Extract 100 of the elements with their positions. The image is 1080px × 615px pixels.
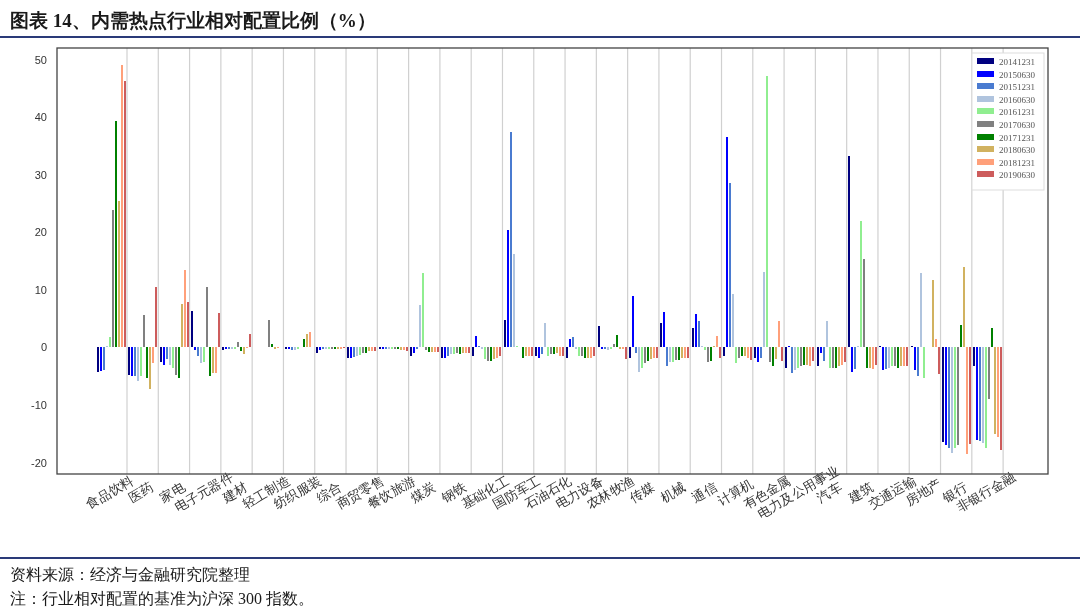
- bar: [817, 347, 819, 367]
- bar: [237, 342, 239, 348]
- bar: [513, 254, 515, 348]
- bar: [985, 347, 987, 449]
- bar: [723, 347, 725, 356]
- bar: [166, 347, 168, 359]
- bar: [969, 347, 971, 445]
- bar: [848, 156, 850, 348]
- bar: [140, 347, 142, 377]
- bar: [660, 322, 662, 348]
- bar: [303, 338, 305, 348]
- bar: [757, 347, 759, 362]
- bar: [641, 347, 643, 368]
- bar: [726, 137, 728, 348]
- bar: [109, 336, 111, 348]
- bar: [935, 339, 937, 348]
- bar: [863, 258, 865, 348]
- bar: [960, 325, 962, 348]
- bar: [729, 183, 731, 348]
- bar: [988, 347, 990, 399]
- bar: [149, 347, 151, 389]
- bar: [625, 347, 627, 359]
- legend-label: 20170630: [999, 120, 1036, 130]
- bar: [785, 347, 787, 368]
- bar: [875, 347, 877, 365]
- y-tick-label: -10: [31, 398, 47, 411]
- bar: [635, 347, 637, 354]
- bar: [137, 347, 139, 381]
- bar: [181, 303, 183, 348]
- bar: [778, 321, 780, 348]
- bar: [472, 347, 474, 356]
- bar: [118, 200, 120, 348]
- y-tick-label: 30: [34, 168, 47, 181]
- legend-label: 20151231: [999, 82, 1035, 93]
- bar: [422, 273, 424, 348]
- bar: [772, 347, 774, 367]
- bar: [666, 347, 668, 366]
- bar: [914, 347, 916, 371]
- bar: [812, 347, 814, 361]
- legend-label: 20180630: [999, 145, 1036, 156]
- legend-label: 20181231: [999, 157, 1035, 168]
- text: 资料来源：经济与金融研究院整理: [10, 566, 250, 583]
- bar: [507, 229, 509, 348]
- bar: [112, 210, 114, 348]
- bar: [115, 120, 117, 348]
- bar: [763, 271, 765, 348]
- bar: [698, 321, 700, 348]
- bar: [826, 321, 828, 348]
- bar: [197, 347, 199, 356]
- bar: [766, 75, 768, 348]
- bar: [973, 347, 975, 367]
- bar: [629, 347, 631, 358]
- y-tick-label: 10: [34, 283, 47, 296]
- bar: [187, 301, 189, 348]
- legend-label: 20171231: [999, 132, 1035, 143]
- legend-label: 20160630: [999, 94, 1036, 105]
- bar: [775, 347, 777, 359]
- bar: [951, 347, 953, 453]
- bar: [663, 311, 665, 348]
- bar: [194, 347, 196, 351]
- y-tick-label: 0: [40, 341, 47, 354]
- bar: [923, 347, 925, 378]
- y-tick-label: 50: [34, 53, 47, 66]
- bar: [475, 335, 477, 348]
- text: 注：行业相对配置的基准为沪深 300 指数。: [10, 590, 314, 607]
- bar: [920, 272, 922, 348]
- y-tick-label: 20: [34, 226, 47, 239]
- bar: [152, 347, 154, 363]
- bar: [966, 347, 968, 455]
- bar: [716, 335, 718, 348]
- bar: [1000, 347, 1002, 451]
- bar: [206, 286, 208, 348]
- bar: [638, 347, 640, 372]
- legend-label: 20150630: [999, 69, 1036, 80]
- bar: [692, 327, 694, 348]
- bar: [632, 295, 634, 348]
- bar: [598, 326, 600, 348]
- bar: [760, 347, 762, 358]
- bar: [191, 311, 193, 348]
- legend-label: 20161231: [999, 107, 1035, 118]
- bar: [143, 315, 145, 348]
- bar: [155, 286, 157, 348]
- bar: [781, 347, 783, 361]
- bar: [268, 319, 270, 348]
- bar: [860, 221, 862, 348]
- bar: [769, 347, 771, 362]
- bar: [121, 64, 123, 348]
- chart-title: 图表 14、内需热点行业相对配置比例（%）: [10, 10, 376, 31]
- bar: [566, 347, 568, 358]
- bar: [544, 322, 546, 348]
- bar: [695, 313, 697, 348]
- bar: [991, 327, 993, 348]
- bar: [249, 333, 251, 348]
- bar: [735, 347, 737, 364]
- bar: [616, 335, 618, 348]
- bar: [963, 267, 965, 348]
- legend-label: 20190630: [999, 170, 1036, 181]
- bar: [732, 293, 734, 348]
- bar: [917, 347, 919, 377]
- bar: [124, 80, 126, 348]
